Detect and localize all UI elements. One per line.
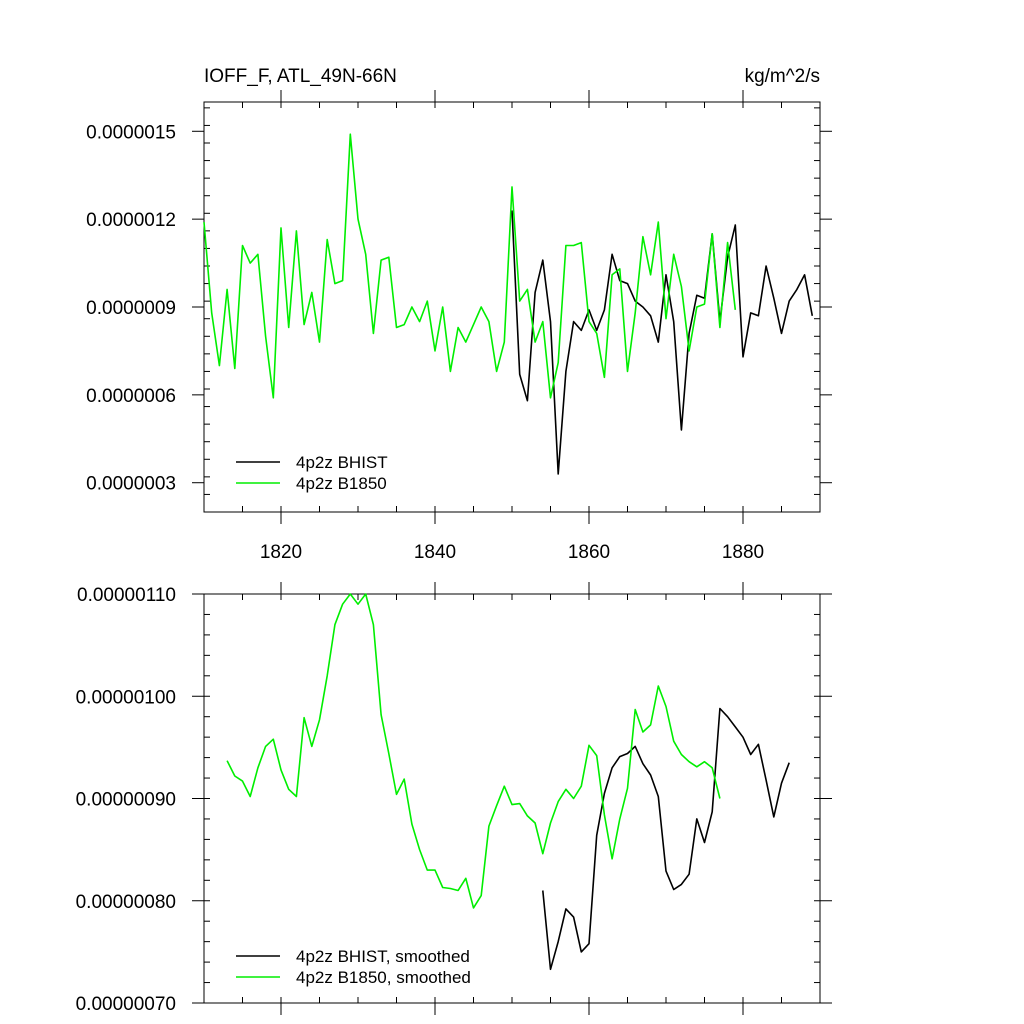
series-line-bhist <box>542 707 790 971</box>
series-line-bhist <box>511 210 814 475</box>
y-tick-label: 0.0000003 <box>86 474 176 495</box>
x-tick-label: 1880 <box>722 542 764 563</box>
y-tick-label: 0.0000012 <box>86 210 176 231</box>
y-tick-label: 0.0000006 <box>86 386 176 407</box>
bottom-panel-plot-area <box>226 593 790 971</box>
top-panel-legend: 4p2z BHIST 4p2z B1850 <box>236 453 388 493</box>
y-tick-label: 0.00000100 <box>76 687 176 708</box>
plot-frame <box>203 593 821 1004</box>
plot-frame <box>203 101 821 513</box>
top-panel-units: kg/m^2/s <box>745 66 820 87</box>
y-tick-label: 0.0000009 <box>86 298 176 319</box>
x-tick-label: 1860 <box>568 542 610 563</box>
y-tick-label: 0.00000090 <box>76 790 176 811</box>
legend-label: 4p2z BHIST, smoothed <box>296 947 470 966</box>
top-panel-title: IOFF_F, ATL_49N-66N <box>204 66 397 87</box>
legend-label: 4p2z BHIST <box>296 453 388 472</box>
y-tick-label: 0.0000015 <box>86 122 176 143</box>
top-panel: IOFF_F, ATL_49N-66N kg/m^2/s 0.00000030.… <box>86 66 832 563</box>
y-tick-label: 0.00000070 <box>76 994 176 1015</box>
x-tick-label: 1840 <box>414 542 456 563</box>
legend-label: 4p2z B1850 <box>296 474 387 493</box>
bottom-panel: 0.00000070 0.00000080 0.00000090 0.00000100… <box>76 582 832 1015</box>
bottom-panel-axes: 0.00000070 0.00000080 0.00000090 0.00000100… <box>76 582 832 1015</box>
y-tick-label: 0.00000080 <box>76 892 176 913</box>
legend-label: 4p2z B1850, smoothed <box>296 968 471 987</box>
series-line-b1850 <box>226 593 721 909</box>
bottom-panel-legend: 4p2z BHIST, smoothed 4p2z B1850, smoothed <box>236 947 471 987</box>
top-panel-plot-area <box>203 133 814 475</box>
x-tick-label: 1820 <box>260 542 302 563</box>
series-line-b1850 <box>203 133 737 399</box>
y-tick-label: 0.00000110 <box>77 585 176 606</box>
top-panel-axes: 0.0000003 0.0000006 0.0000009 0.0000012 0.00… <box>86 90 832 563</box>
